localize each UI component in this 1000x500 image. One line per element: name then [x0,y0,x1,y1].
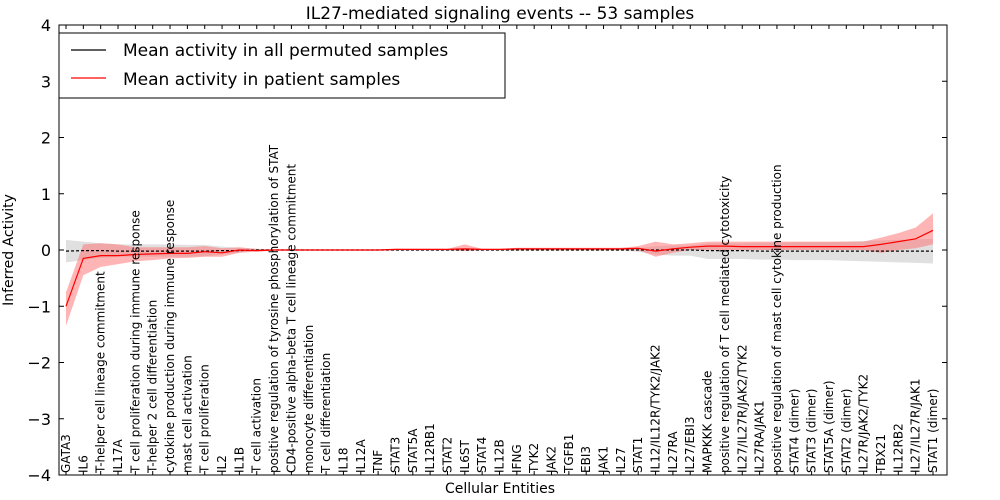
y-tick-label: 2 [41,129,51,148]
x-tick-label: positive regulation of T cell mediated c… [718,176,732,473]
series-line-permuted [65,249,933,252]
x-tick-label: IL12A [354,439,368,473]
legend: Mean activity in all permuted samples Me… [58,32,506,99]
y-tick-label: −2 [27,354,51,373]
x-tick-label: IL18 [336,448,350,474]
x-tick-label: T cell activation [250,378,264,474]
y-tick-label: 4 [41,16,51,35]
x-axis-label: Cellular Entities [445,481,555,497]
x-tick-label: GATA3 [59,434,73,473]
x-tick-label: JAK2 [545,446,559,474]
x-tick-label: IL12B [493,439,507,473]
x-tick-label: MAPKKK cascade [701,371,715,473]
x-tick-label: IL6ST [458,440,472,473]
y-tick-label: −3 [27,410,51,429]
x-tick-label: IL12RB1 [423,423,437,473]
band-patient [66,213,933,326]
y-tick-label: 0 [41,241,51,260]
x-tick-label: TGFB1 [562,434,576,474]
x-tick-label: STAT5A (dimer) [822,380,836,473]
x-tick-label: IL27RA [666,431,680,473]
confidence-bands [66,213,933,326]
x-tick-label: STAT3 [389,437,403,473]
x-tick-label: TBX21 [874,434,888,474]
y-axis-label: Inferred Activity [1,194,17,306]
legend-label-patient: Mean activity in patient samples [123,70,400,90]
x-tick-label: STAT2 (dimer) [839,389,853,473]
x-tick-label: STAT4 [475,437,489,473]
x-tick-label: CD4-positive alpha-beta T cell lineage c… [284,164,298,473]
x-tick-label: T cell proliferation [198,364,212,474]
x-tick-label: IL2 [215,455,229,473]
y-tick-label: −4 [27,466,51,485]
x-tick-label: JAK1 [597,446,611,474]
x-tick-label: positive regulation of tyrosine phosphor… [267,144,281,473]
x-tick-label: IL6 [76,455,90,473]
legend-label-permuted: Mean activity in all permuted samples [123,41,448,61]
x-tick-label: T-helper 2 cell differentiation [146,300,160,474]
x-tick-label: IFNG [510,444,524,473]
y-tick-label: 1 [41,185,51,204]
x-tick-label: T-helper cell lineage commitment [94,271,108,474]
legend-box [58,32,506,99]
x-tick-label: IL27/IL27R/JAK1 [909,379,923,473]
series-lines [65,229,934,307]
x-tick-label: TYK2 [527,443,541,474]
x-tick-label: STAT2 [441,437,455,473]
x-tick-label: IL27R/JAK2/TYK2 [857,374,871,473]
x-tick-label: TNF [371,450,385,474]
x-tick-label: monocyte differentiation [302,325,316,473]
x-tick-label: STAT1 [631,437,645,473]
x-tick-label: T cell proliferation during immune respo… [128,210,142,474]
y-tick-label: 3 [41,72,51,91]
x-tick-label: IL27/IL27R/JAK2/TYK2 [735,344,749,473]
x-tick-label: T cell differentiation [319,353,333,474]
x-tick-label: mast cell activation [180,355,194,473]
x-tick-label: IL12RB2 [891,423,905,473]
x-tick-label: EBI3 [579,446,593,473]
x-tick-label: cytokine production during immune respon… [163,200,177,473]
y-axis: 4 3 2 1 0 −1 −2 −3 −4 [27,16,947,485]
x-axis: GATA3 IL6 T-helper cell lineage commitment… [59,25,940,475]
x-tick-label: IL1B [232,447,246,473]
x-tick-label: IL27 [614,448,628,474]
x-tick-label: positive regulation of mast cell cytokin… [770,164,784,473]
chart-title: IL27-mediated signaling events -- 53 sam… [306,4,695,24]
x-tick-label: IL27/EBI3 [683,416,697,473]
x-tick-label: STAT1 (dimer) [926,389,940,473]
y-tick-label: −1 [27,297,51,316]
x-tick-label: STAT4 (dimer) [787,389,801,473]
x-tick-label: IL27RA/JAK1 [753,400,767,473]
series-line-patient [65,229,934,307]
x-tick-label: STAT3 (dimer) [805,389,819,473]
x-tick-label: IL17A [111,439,125,473]
x-tick-label: IL12/IL12R/TYK2/JAK2 [649,344,663,473]
x-tick-label: STAT5A [406,428,420,473]
